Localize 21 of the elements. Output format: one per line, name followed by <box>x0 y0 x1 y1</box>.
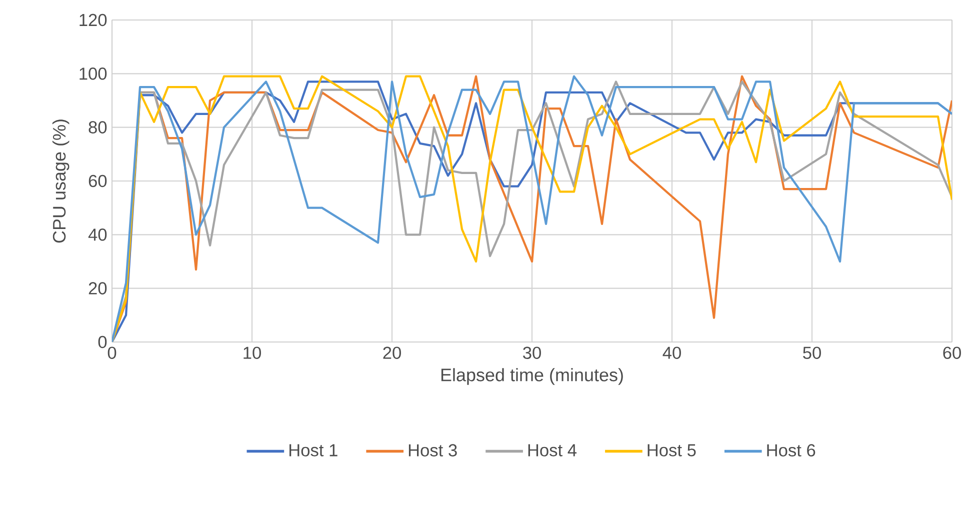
legend-label: Host 6 <box>767 444 816 456</box>
y-tick-label: 0 <box>98 336 107 348</box>
y-tick-label: 120 <box>80 14 107 26</box>
legend-label: Host 3 <box>408 444 457 456</box>
x-tick-label: 20 <box>383 346 401 359</box>
legend-label: Host 5 <box>648 444 696 456</box>
y-tick-label: 20 <box>88 282 107 294</box>
y-tick-label: 80 <box>88 121 107 134</box>
x-tick-label: 50 <box>803 346 821 359</box>
legend-label: Host 1 <box>290 444 338 456</box>
x-axis-title: Elapsed time (minutes) <box>441 368 623 385</box>
x-tick-label: 0 <box>108 346 116 359</box>
x-tick-label: 40 <box>662 346 681 359</box>
y-tick-label: 60 <box>88 174 107 188</box>
y-tick-label: 40 <box>88 228 107 241</box>
y-axis-title: CPU usage (%) <box>52 120 70 243</box>
x-tick-label: 10 <box>244 346 261 359</box>
x-tick-label: 30 <box>523 346 541 359</box>
y-tick-label: 100 <box>80 68 107 80</box>
legend-label: Host 4 <box>528 444 577 456</box>
x-tick-label: 60 <box>943 346 961 359</box>
